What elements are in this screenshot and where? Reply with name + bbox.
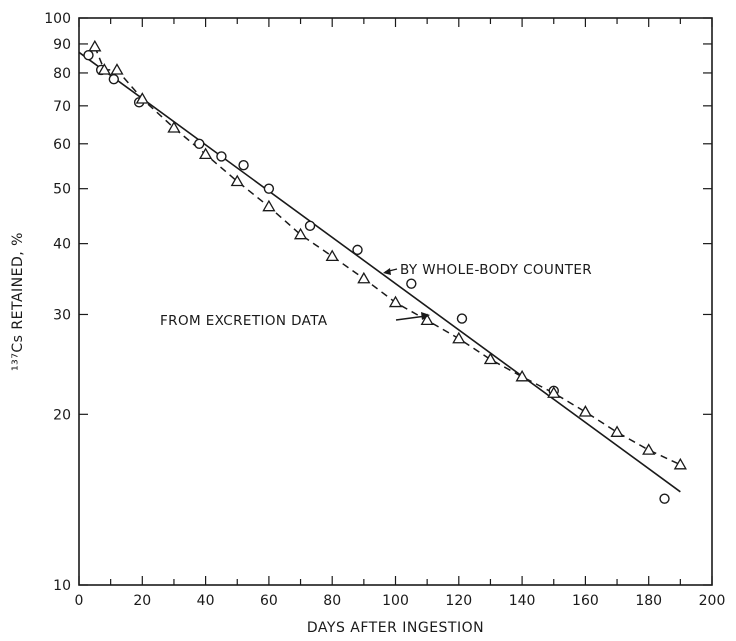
x-tick-label: 60: [260, 593, 278, 609]
x-tick-label: 80: [323, 593, 341, 609]
y-axis-title: ¹³⁷Cs RETAINED, %: [10, 232, 26, 371]
excretion-point: [167, 121, 181, 133]
y-tick-label: 30: [53, 307, 71, 323]
annotations: BY WHOLE-BODY COUNTER FROM EXCRETION DATA: [160, 262, 592, 329]
whole-body-point: [194, 138, 205, 149]
x-tick-label: 20: [133, 593, 151, 609]
y-tick-label: 10: [53, 578, 71, 594]
x-tick-label: 0: [75, 593, 84, 609]
x-tick-label: 160: [572, 593, 599, 609]
y-tick-label: 20: [53, 407, 71, 423]
x-axis-title: DAYS AFTER INGESTION: [307, 620, 484, 636]
annotation-excretion-arrow: [395, 315, 427, 321]
y-tick-label: 60: [53, 137, 71, 153]
whole-body-point: [659, 493, 670, 504]
excretion-point: [673, 457, 687, 470]
whole-body-fit-line: [78, 51, 681, 493]
y-tick-label: 40: [53, 237, 71, 253]
whole-body-point: [108, 73, 120, 85]
whole-body-point: [83, 49, 94, 61]
excretion-point: [578, 405, 593, 417]
excretion-point: [642, 443, 656, 455]
excretion-point: [452, 331, 466, 344]
excretion-point: [357, 271, 371, 284]
y-tick-label: 70: [53, 99, 71, 115]
x-tick-label: 120: [445, 593, 472, 609]
y-tick-label: 90: [53, 37, 71, 53]
excretion-point: [97, 63, 111, 75]
data-markers: [83, 39, 687, 504]
excretion-dashed-line: [94, 46, 681, 466]
excretion-point: [293, 227, 308, 240]
x-tick-label: 40: [197, 593, 215, 609]
whole-body-point: [456, 313, 468, 324]
whole-body-point: [216, 151, 227, 162]
excretion-point: [325, 249, 339, 262]
excretion-point: [262, 199, 276, 212]
excretion-point: [388, 295, 403, 308]
excretion-point: [88, 39, 102, 52]
annotation-whole-body: BY WHOLE-BODY COUNTER: [400, 262, 592, 278]
whole-body-point: [352, 244, 363, 256]
whole-body-point: [238, 160, 249, 171]
excretion-point: [110, 63, 124, 75]
excretion-point: [420, 313, 434, 326]
excretion-point: [547, 386, 561, 398]
whole-body-point: [406, 278, 417, 289]
whole-body-point: [263, 183, 275, 194]
axis-labels: 0 20 40 60 80 100 120 140 160 180 200 10 20 30 40 50 60 7…: [10, 11, 725, 636]
y-tick-label: 50: [53, 182, 71, 198]
x-tick-label: 180: [635, 593, 662, 609]
axis-ticks: [78, 17, 713, 586]
x-tick-label: 140: [509, 593, 536, 609]
excretion-point: [483, 352, 498, 365]
annotation-excretion: FROM EXCRETION DATA: [160, 313, 328, 329]
excretion-point: [198, 147, 213, 160]
annotation-excretion-arrowhead: [421, 312, 430, 320]
excretion-point: [515, 369, 529, 382]
x-tick-label: 200: [699, 593, 726, 609]
whole-body-point: [304, 220, 316, 232]
excretion-point: [135, 92, 149, 104]
y-tick-label: 100: [44, 11, 71, 27]
annotation-whole-body-arrowhead: [383, 268, 391, 275]
excretion-point: [230, 174, 244, 187]
y-tick-label: 80: [53, 66, 71, 82]
x-tick-label: 100: [382, 593, 409, 609]
excretion-point: [610, 425, 624, 437]
